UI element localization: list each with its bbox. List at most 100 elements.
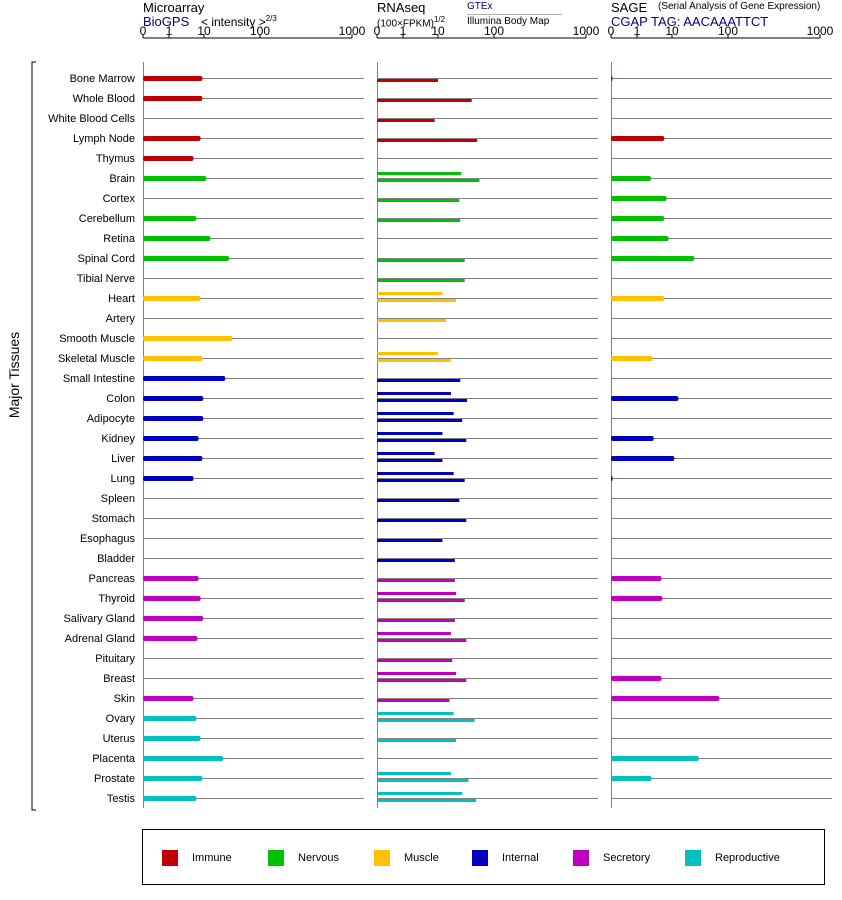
sage-bar-liver bbox=[611, 456, 675, 461]
rnaseq-b-bar-ovary bbox=[377, 719, 475, 722]
rnaseq-b-bar-stomach bbox=[377, 519, 467, 522]
biogps-link[interactable]: BioGPS bbox=[143, 14, 190, 29]
sage-bar-cortex bbox=[611, 196, 667, 201]
tissue-label-artery: Artery bbox=[106, 313, 136, 325]
sage-bar-thyroid bbox=[611, 596, 663, 601]
microarray-bar-whole-blood bbox=[143, 96, 203, 101]
microarray-bar-salivary-gland bbox=[143, 616, 204, 621]
gtex-link[interactable]: GTEx bbox=[467, 1, 493, 12]
sage-bar-skeletal-muscle bbox=[611, 356, 653, 361]
tissue-label-adrenal-gland: Adrenal Gland bbox=[65, 633, 135, 645]
rnaseq-b-bar-artery bbox=[377, 319, 447, 322]
microarray-bar-small-intestine bbox=[143, 376, 226, 381]
rnaseq-a-bar-skeletal-muscle bbox=[377, 352, 438, 355]
tissue-label-adipocyte: Adipocyte bbox=[87, 413, 135, 425]
microarray-unit-exponent: 2/3 bbox=[265, 14, 277, 23]
rnaseq-b-bar-kidney bbox=[377, 439, 467, 442]
microarray-bar-kidney bbox=[143, 436, 199, 441]
rnaseq-b-bar-tibial-nerve bbox=[377, 279, 465, 282]
x-tick-label: 0 bbox=[608, 24, 615, 38]
x-tick-label: 100 bbox=[484, 24, 504, 38]
rnaseq-unit-exponent: 1/2 bbox=[433, 15, 446, 24]
rnaseq-b-bar-cerebellum bbox=[377, 219, 461, 222]
legend-item-nervous: Nervous bbox=[268, 850, 339, 866]
microarray-unit-label: < intensity > bbox=[201, 15, 266, 29]
tissue-label-lymph-node: Lymph Node bbox=[73, 133, 135, 145]
sage-bar-heart bbox=[611, 296, 665, 301]
rnaseq-a-bar-testis bbox=[377, 792, 463, 795]
tissue-label-esophagus: Esophagus bbox=[80, 533, 136, 545]
tissue-label-thyroid: Thyroid bbox=[98, 593, 135, 605]
tissue-label-cortex: Cortex bbox=[103, 193, 136, 205]
legend: Immune Nervous Muscle Internal Secretory… bbox=[142, 829, 825, 885]
legend-label-reproductive: Reproductive bbox=[715, 852, 780, 864]
tissue-label-colon: Colon bbox=[106, 393, 135, 405]
tissue-label-heart: Heart bbox=[108, 293, 135, 305]
microarray-bar-retina bbox=[143, 236, 211, 241]
legend-swatch-immune bbox=[162, 850, 178, 866]
rnaseq-a-bar-liver bbox=[377, 452, 435, 455]
tissue-label-liver: Liver bbox=[111, 453, 135, 465]
rnaseq-a-bar-adrenal-gland bbox=[377, 632, 451, 635]
tissue-label-pituitary: Pituitary bbox=[95, 653, 135, 665]
microarray-bar-thymus bbox=[143, 156, 194, 161]
microarray-bar-liver bbox=[143, 456, 203, 461]
cgap-tag-link[interactable]: CGAP TAG: AACAAATTCT bbox=[611, 14, 769, 29]
x-tick-label: 10 bbox=[431, 24, 445, 38]
rnaseq-unit-label: (100×FPKM) bbox=[377, 18, 434, 30]
microarray-bar-skin bbox=[143, 696, 194, 701]
rnaseq-b-bar-uterus bbox=[377, 739, 457, 742]
rnaseq-b-bar-skin bbox=[377, 699, 450, 702]
tissue-label-bladder: Bladder bbox=[97, 553, 135, 565]
rnaseq-title: RNAseq bbox=[377, 0, 426, 15]
rnaseq-b-bar-prostate bbox=[377, 779, 469, 782]
rnaseq-b-bar-testis bbox=[377, 799, 477, 802]
rnaseq-b-bar-bladder bbox=[377, 559, 455, 562]
x-tick-label: 0 bbox=[140, 24, 147, 38]
legend-item-internal: Internal bbox=[472, 850, 539, 866]
rnaseq-b-bar-lymph-node bbox=[377, 139, 478, 142]
tissue-label-whole-blood: Whole Blood bbox=[73, 93, 135, 105]
microarray-bar-adipocyte bbox=[143, 416, 204, 421]
tissue-label-placenta: Placenta bbox=[92, 753, 136, 765]
tissue-label-lung: Lung bbox=[111, 473, 135, 485]
sage-bar-cerebellum bbox=[611, 216, 665, 221]
microarray-bar-thyroid bbox=[143, 596, 201, 601]
microarray-bar-smooth-muscle bbox=[143, 336, 233, 341]
rnaseq-b-bar-pancreas bbox=[377, 579, 455, 582]
gtex-divider bbox=[467, 14, 562, 15]
rnaseq-b-bar-bone-marrow bbox=[377, 79, 438, 82]
rnaseq-a-bar-kidney bbox=[377, 432, 443, 435]
microarray-bar-heart bbox=[143, 296, 201, 301]
sage-bar-kidney bbox=[611, 436, 654, 441]
legend-item-immune: Immune bbox=[162, 850, 232, 866]
sage-bar-colon bbox=[611, 396, 679, 401]
microarray-title: Microarray bbox=[143, 0, 205, 15]
x-tick-label: 100 bbox=[718, 24, 738, 38]
tissue-label-spleen: Spleen bbox=[101, 493, 135, 505]
sage-bar-bone-marrow bbox=[611, 76, 613, 81]
microarray-bar-placenta bbox=[143, 756, 224, 761]
rnaseq-a-bar-thyroid bbox=[377, 592, 457, 595]
rnaseq-b-bar-heart bbox=[377, 299, 457, 302]
sage-title: SAGE bbox=[611, 0, 648, 15]
rnaseq-a-bar-prostate bbox=[377, 772, 451, 775]
x-tick-label: 100 bbox=[250, 24, 270, 38]
microarray-bar-prostate bbox=[143, 776, 203, 781]
sage-bar-prostate bbox=[611, 776, 652, 781]
rnaseq-b-bar-small-intestine bbox=[377, 379, 461, 382]
rnaseq-b-bar-white-blood-cells bbox=[377, 119, 435, 122]
x-tick-label: 1000 bbox=[573, 24, 600, 38]
microarray-bar-pancreas bbox=[143, 576, 199, 581]
x-tick-label: 10 bbox=[665, 24, 679, 38]
microarray-bar-lung bbox=[143, 476, 194, 481]
rnaseq-b-bar-cortex bbox=[377, 199, 460, 202]
rnaseq-b-bar-breast bbox=[377, 679, 467, 682]
y-axis-label: Major Tissues bbox=[6, 332, 22, 418]
rnaseq-b-bar-spleen bbox=[377, 499, 460, 502]
x-tick-label: 1 bbox=[400, 24, 407, 38]
rnaseq-a-bar-adipocyte bbox=[377, 412, 454, 415]
tissue-label-stomach: Stomach bbox=[92, 513, 135, 525]
tissue-label-skin: Skin bbox=[114, 693, 135, 705]
microarray-bar-lymph-node bbox=[143, 136, 201, 141]
